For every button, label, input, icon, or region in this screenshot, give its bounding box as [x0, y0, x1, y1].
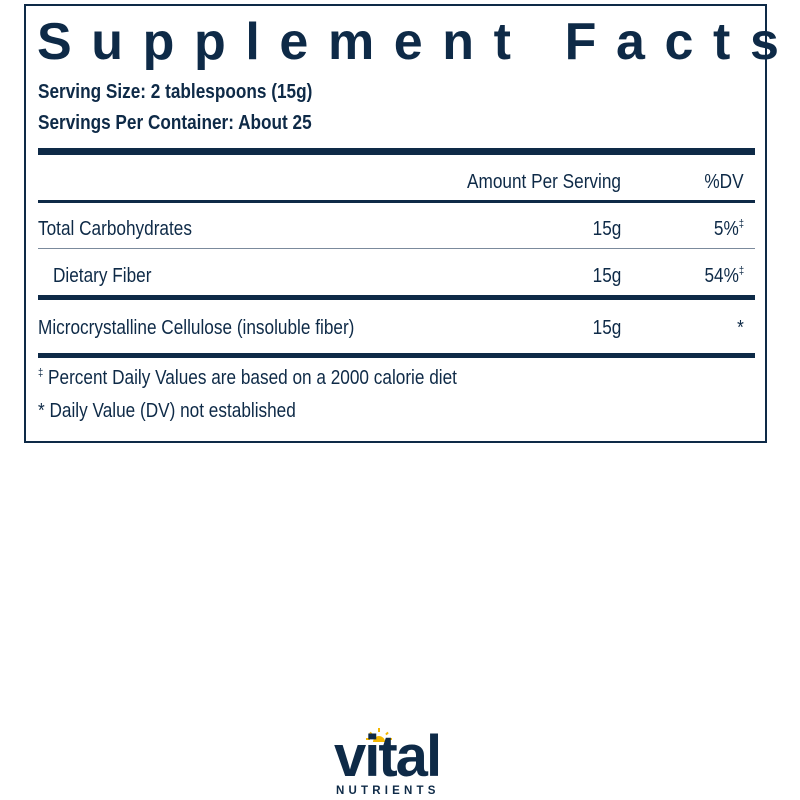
nutrient-dv: 54%‡: [704, 265, 744, 287]
row-divider: [38, 248, 755, 249]
nutrient-name: Total Carbohydrates: [38, 218, 192, 240]
supplement-facts-panel: Supplement Facts Serving Size: 2 tablesp…: [24, 4, 779, 443]
nutrient-name: Microcrystalline Cellulose (insoluble fi…: [38, 317, 355, 339]
nutrient-amount: 15g: [592, 317, 621, 339]
column-header-amount: Amount Per Serving: [467, 171, 621, 193]
dagger-mark: ‡: [738, 218, 744, 230]
label-title: Supplement Facts: [37, 13, 799, 71]
brand-subtitle: NUTRIENTS: [336, 785, 440, 797]
servings-per-container: Servings Per Container: About 25: [38, 112, 312, 134]
nutrient-name: Dietary Fiber: [53, 265, 152, 287]
header-divider: [38, 200, 755, 203]
serving-size: Serving Size: 2 tablespoons (15g): [38, 81, 313, 103]
brand-logo: vital NUTRIENTS: [334, 728, 464, 798]
footnote-dv-basis: ‡ Percent Daily Values are based on a 20…: [38, 367, 457, 389]
dagger-mark: ‡: [738, 265, 744, 277]
thick-divider: [38, 148, 755, 155]
sun-icon: [366, 728, 392, 742]
brand-name: vital: [334, 724, 442, 789]
column-header-dv: %DV: [704, 171, 744, 193]
nutrient-amount: 15g: [592, 218, 621, 240]
nutrient-dv: 5%‡: [713, 218, 744, 240]
thick-divider: [38, 353, 755, 358]
footnote-dv-not-established: * Daily Value (DV) not established: [38, 400, 296, 422]
nutrient-amount: 15g: [592, 265, 621, 287]
dagger-mark: ‡: [38, 367, 44, 379]
nutrient-dv: *: [737, 317, 744, 339]
thick-divider: [38, 295, 755, 300]
